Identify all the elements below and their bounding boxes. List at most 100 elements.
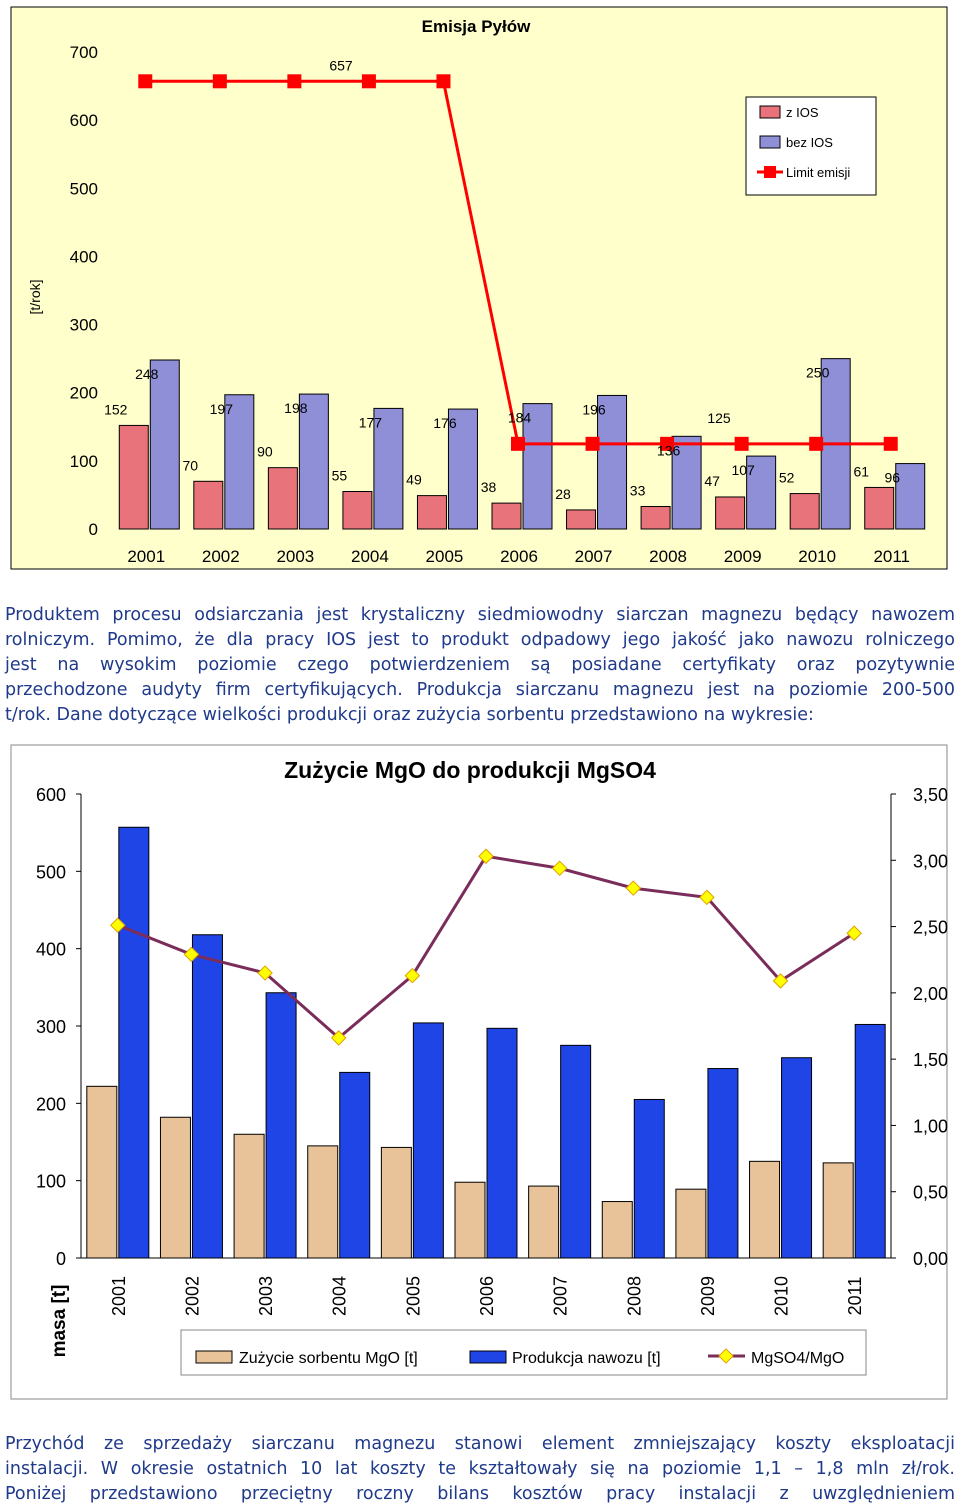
- chart2-y2-tick-label: 0,00: [913, 1249, 948, 1269]
- chart1-y-tick-label: 0: [89, 520, 98, 539]
- bar-fertilizer-production: [265, 992, 297, 1259]
- chart1-x-tick-label: 2005: [426, 547, 464, 566]
- ratio-marker: [110, 917, 126, 934]
- bar-label-z-ios: 33: [630, 483, 646, 499]
- bar-label-bez-ios: 197: [210, 401, 234, 417]
- chart1-y-tick-label: 100: [70, 452, 98, 471]
- chart1-x-axis: 2001 2002 2003 2004 2005 2006 2007 2008 2009 2010…: [127, 547, 910, 566]
- chart2-y-tick-label: 500: [36, 862, 66, 882]
- bar-label-z-ios: 49: [406, 472, 422, 488]
- bar-label-bez-ios: 96: [884, 470, 900, 486]
- bar-fertilizer-production: [781, 1057, 813, 1259]
- chart1-bars: [118, 358, 926, 530]
- chart1-title: Emisja Pyłów: [422, 17, 531, 36]
- limit-marker: [809, 436, 824, 451]
- bar-label-bez-ios: 176: [433, 415, 457, 431]
- bar-bez-ios: [597, 394, 628, 530]
- legend-swatch-sorbent: [195, 1350, 233, 1364]
- bar-bez-ios: [522, 403, 553, 530]
- chart1-y-tick-label: 500: [70, 179, 98, 198]
- legend-swatch-bez-ios: [759, 135, 781, 149]
- legend-label-bez-ios: bez IOS: [786, 135, 833, 150]
- chart2-legend: Zużycie sorbentu MgO [t] Produkcja nawoz…: [180, 1329, 867, 1376]
- bar-sorbent-usage: [601, 1201, 633, 1259]
- emission-chart: Emisja Pyłów [t/rok] 0 100 200 300 400 500 600…: [10, 6, 948, 570]
- bar-z-ios: [267, 467, 298, 530]
- chart2-x-tick-label: 2009: [698, 1276, 718, 1316]
- bar-z-ios: [342, 491, 373, 530]
- bar-sorbent-usage: [454, 1181, 486, 1259]
- paragraph-product-description: Produktem procesu odsiarczania jest krys…: [5, 603, 955, 728]
- bar-label-bez-ios: 136: [657, 442, 681, 458]
- bar-fertilizer-production: [191, 934, 223, 1259]
- legend-label-z-ios: z IOS: [786, 105, 819, 120]
- mgo-usage-chart: Zużycie MgO do produkcji MgSO4 masa [t] …: [10, 744, 948, 1400]
- bar-sorbent-usage: [528, 1185, 560, 1259]
- chart2-x-axis: 2001 2002 2003 2004 2005 2006 2007 2008 2009 2010…: [109, 1276, 865, 1316]
- legend-label-production: Produkcja nawozu [t]: [512, 1350, 661, 1367]
- chart1-legend: z IOS bez IOS Limit emisji: [745, 96, 877, 196]
- ratio-marker: [183, 946, 200, 963]
- limit-marker: [511, 436, 525, 451]
- ratio-marker: [772, 973, 789, 989]
- chart1-x-tick-label: 2010: [798, 547, 836, 566]
- chart2-x-tick-label: 2005: [403, 1276, 423, 1316]
- limit-marker: [287, 74, 302, 89]
- bar-label-z-ios: 90: [257, 444, 273, 460]
- bar-label-bez-ios: 184: [508, 410, 532, 426]
- chart1-x-tick-label: 2011: [873, 547, 910, 566]
- paragraph-line: Przychód ze sprzedaży siarczanu magnezu …: [5, 1434, 955, 1454]
- paragraph-line: Produktem procesu odsiarczania jest krys…: [5, 605, 955, 625]
- bar-bez-ios: [895, 463, 926, 530]
- limit-marker: [883, 436, 898, 451]
- bar-sorbent-usage: [159, 1116, 191, 1259]
- paragraph-line: przechodzone audyty firm certyfikujących…: [5, 680, 955, 700]
- chart1-x-tick-label: 2004: [351, 547, 389, 566]
- chart1-x-tick-label: 2008: [649, 547, 687, 566]
- limit-marker: [734, 436, 749, 451]
- paragraph-line: t/rok. Dane dotyczące wielkości produkcj…: [5, 705, 814, 725]
- legend-label-ratio: MgSO4/MgO: [751, 1350, 844, 1367]
- bar-z-ios: [193, 480, 224, 530]
- bar-fertilizer-production: [339, 1071, 371, 1259]
- ratio-marker: [625, 880, 642, 896]
- bar-bez-ios: [149, 359, 180, 530]
- legend-swatch-z-ios: [759, 105, 781, 119]
- bar-z-ios: [416, 495, 447, 530]
- legend-label-sorbent: Zużycie sorbentu MgO [t]: [239, 1350, 418, 1367]
- bar-sorbent-usage: [822, 1162, 854, 1259]
- chart1-data-labels: 152 248 70 197 90 198 55 177 49 176 38 184 28 196 33 13…: [104, 57, 900, 502]
- chart2-y2-tick-label: 3,50: [913, 785, 948, 805]
- bar-label-bez-ios: 177: [359, 414, 383, 430]
- bar-bez-ios: [298, 393, 329, 530]
- bar-label-z-ios: 61: [853, 463, 869, 479]
- chart2-y2-tick-label: 2,50: [913, 918, 948, 938]
- chart1-y-tick-label: 300: [70, 316, 98, 335]
- bar-fertilizer-production: [707, 1068, 739, 1259]
- chart2-title: Zużycie MgO do produkcji MgSO4: [284, 757, 656, 783]
- chart1-x-tick-label: 2009: [724, 547, 762, 566]
- paragraph-line: jest na wysokim poziomie czego potwierdz…: [5, 655, 955, 675]
- chart2-y-tick-label: 0: [56, 1249, 66, 1269]
- chart2-y2-axis: 0,00 0,50 1,00 1,50 2,00 2,50 3,00 3,50: [891, 785, 948, 1269]
- bar-label-z-ios: 28: [555, 486, 571, 502]
- chart1-x-tick-label: 2007: [575, 547, 613, 566]
- chart2-bars: [86, 826, 886, 1259]
- bar-label-bez-ios: 196: [582, 401, 606, 417]
- bar-fertilizer-production: [854, 1023, 886, 1259]
- chart2-y2-tick-label: 1,50: [913, 1050, 948, 1070]
- chart2-x-tick-label: 2010: [772, 1276, 792, 1316]
- bar-fertilizer-production: [118, 826, 150, 1259]
- chart1-y-tick-label: 200: [70, 384, 98, 403]
- chart2-y-tick-label: 100: [36, 1172, 66, 1192]
- ratio-marker: [404, 967, 421, 984]
- bar-z-ios: [715, 496, 746, 530]
- bar-z-ios: [864, 486, 895, 530]
- bar-label-z-ios: 52: [779, 470, 795, 486]
- bar-z-ios: [566, 509, 597, 530]
- bar-label-bez-ios: 248: [135, 366, 159, 382]
- bar-z-ios: [789, 493, 820, 530]
- bar-fertilizer-production: [560, 1044, 592, 1259]
- bar-fertilizer-production: [633, 1098, 665, 1259]
- chart2-x-tick-label: 2002: [182, 1276, 202, 1316]
